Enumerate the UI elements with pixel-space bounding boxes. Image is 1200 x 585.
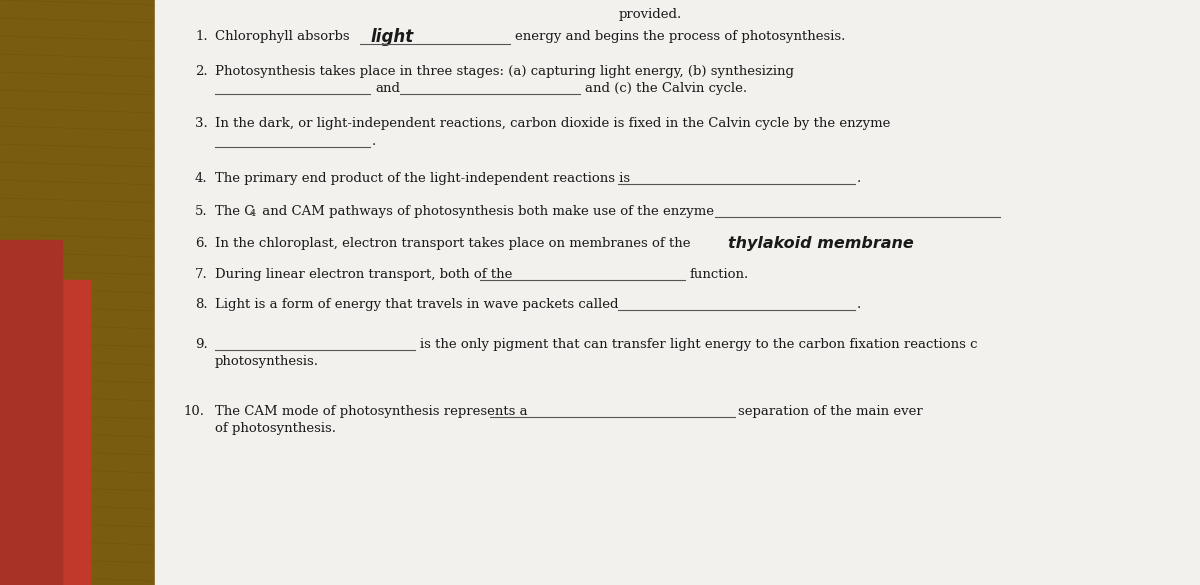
Text: 6.: 6.	[194, 237, 208, 250]
Text: is the only pigment that can transfer light energy to the carbon fixation reacti: is the only pigment that can transfer li…	[420, 338, 978, 351]
Text: .: .	[372, 135, 377, 148]
Text: 9.: 9.	[194, 338, 208, 351]
Text: photosynthesis.: photosynthesis.	[215, 355, 319, 368]
Text: 2.: 2.	[194, 65, 208, 78]
Text: Light is a form of energy that travels in wave packets called: Light is a form of energy that travels i…	[215, 298, 618, 311]
Text: 4.: 4.	[194, 172, 208, 185]
Text: thylakoid membrane: thylakoid membrane	[728, 236, 913, 251]
Text: In the chloroplast, electron transport takes place on membranes of the: In the chloroplast, electron transport t…	[215, 237, 695, 250]
Text: Chlorophyll absorbs: Chlorophyll absorbs	[215, 30, 354, 43]
Text: Photosynthesis takes place in three stages: (a) capturing light energy, (b) synt: Photosynthesis takes place in three stag…	[215, 65, 794, 78]
Text: and (c) the Calvin cycle.: and (c) the Calvin cycle.	[586, 82, 748, 95]
Text: During linear electron transport, both of the: During linear electron transport, both o…	[215, 268, 512, 281]
Text: 10.: 10.	[182, 405, 204, 418]
Text: and CAM pathways of photosynthesis both make use of the enzyme: and CAM pathways of photosynthesis both …	[258, 205, 714, 218]
Bar	[0, 240, 62, 585]
Text: .: .	[857, 298, 862, 311]
Text: light: light	[370, 28, 413, 46]
Text: and: and	[374, 82, 400, 95]
Text: In the dark, or light-independent reactions, carbon dioxide is fixed in the Calv: In the dark, or light-independent reacti…	[215, 117, 890, 130]
Bar	[155, 0, 1200, 585]
Text: The CAM mode of photosynthesis represents a: The CAM mode of photosynthesis represent…	[215, 405, 528, 418]
Bar	[0, 280, 90, 585]
Text: 8.: 8.	[194, 298, 208, 311]
Text: 1.: 1.	[194, 30, 208, 43]
Text: .: .	[857, 172, 862, 185]
Text: The C: The C	[215, 205, 254, 218]
Text: of photosynthesis.: of photosynthesis.	[215, 422, 336, 435]
Text: The primary end product of the light-independent reactions is: The primary end product of the light-ind…	[215, 172, 630, 185]
Text: provided.: provided.	[618, 8, 682, 21]
Text: separation of the main ever: separation of the main ever	[738, 405, 923, 418]
Text: function.: function.	[690, 268, 749, 281]
Text: 3.: 3.	[194, 117, 208, 130]
Text: energy and begins the process of photosynthesis.: energy and begins the process of photosy…	[515, 30, 845, 43]
Text: 4: 4	[250, 209, 257, 218]
Text: 5.: 5.	[194, 205, 208, 218]
Text: 7.: 7.	[194, 268, 208, 281]
